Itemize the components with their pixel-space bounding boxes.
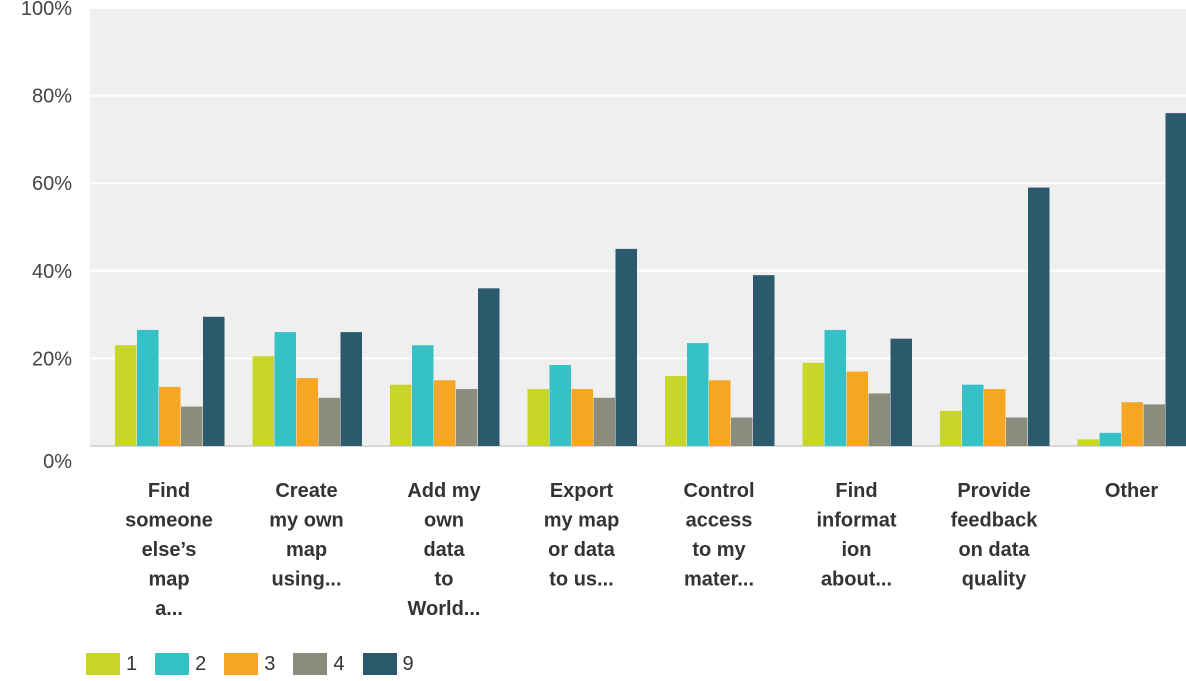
bar-chart: 0% 20% 40% 60% 80% 100% Find someone else’s map a.… xyxy=(21,0,1186,620)
bar-series-4 xyxy=(868,393,890,446)
x-category-label: Control access to my mater... xyxy=(683,480,754,591)
bar-series-1 xyxy=(252,356,274,446)
x-category-label: Export my map or data to us... xyxy=(544,480,620,591)
bar-series-2 xyxy=(412,345,434,446)
bar-series-2 xyxy=(137,329,159,446)
bar-series-2 xyxy=(824,329,846,446)
legend-label: 3 xyxy=(264,652,276,675)
y-tick-label: 20% xyxy=(32,348,72,370)
legend-swatch xyxy=(224,653,259,675)
bar-series-4 xyxy=(456,389,478,446)
y-tick-label: 40% xyxy=(32,261,72,283)
bar-series-2 xyxy=(1099,432,1121,446)
bar-series-1 xyxy=(802,362,824,446)
legend-item-3: 3 xyxy=(224,653,275,676)
y-tick-label: 80% xyxy=(32,86,72,108)
bar-series-2 xyxy=(962,384,984,446)
legend-label: 9 xyxy=(402,652,414,675)
bar-series-4 xyxy=(181,406,203,446)
bar-series-3 xyxy=(434,380,456,446)
x-category-label: Create my own map using... xyxy=(269,480,343,591)
bar-series-3 xyxy=(296,378,318,446)
x-category-label: Provide feedback on data quality xyxy=(951,480,1039,591)
x-category-label: Find someone else’s map a... xyxy=(125,480,213,620)
y-tick-label: 100% xyxy=(21,0,72,20)
y-tick-label: 0% xyxy=(43,451,72,473)
bar-series-9 xyxy=(203,316,225,446)
bar-series-3 xyxy=(159,386,181,446)
legend: 1 2 3 4 9 xyxy=(86,652,432,676)
legend-swatch xyxy=(362,653,397,675)
bar-series-1 xyxy=(527,389,549,446)
bar-series-2 xyxy=(549,364,571,446)
legend-label: 1 xyxy=(126,652,138,675)
x-category-label: Other xyxy=(1105,480,1159,502)
y-tick-label: 60% xyxy=(32,173,72,195)
bar-series-1 xyxy=(1077,439,1099,446)
bar-series-9 xyxy=(890,338,912,446)
legend-label: 4 xyxy=(333,652,345,675)
bar-series-4 xyxy=(593,397,615,446)
bar-series-4 xyxy=(1006,417,1028,446)
bar-series-9 xyxy=(615,248,637,446)
x-category-label: Add my own data to World... xyxy=(407,480,481,620)
bar-series-3 xyxy=(571,389,593,446)
bar-series-3 xyxy=(846,371,868,446)
x-category-label: Find informat ion about... xyxy=(817,480,897,591)
bar-series-1 xyxy=(115,345,137,446)
legend-item-9: 9 xyxy=(362,652,414,676)
legend-item-2: 2 xyxy=(155,653,206,676)
legend-item-1: 1 xyxy=(86,653,137,676)
bar-series-9 xyxy=(340,332,362,446)
legend-swatch xyxy=(155,653,190,675)
bar-series-9 xyxy=(1028,187,1050,446)
bar-series-3 xyxy=(1121,402,1143,446)
bar-series-9 xyxy=(478,288,500,446)
bar-series-1 xyxy=(390,384,412,446)
bar-series-2 xyxy=(687,343,709,446)
legend-item-4: 4 xyxy=(293,652,345,676)
bar-series-9 xyxy=(753,275,775,446)
bar-series-1 xyxy=(665,375,687,446)
bar-series-1 xyxy=(940,410,962,446)
bar-series-3 xyxy=(709,380,731,446)
bar-series-4 xyxy=(318,397,340,446)
bar-series-4 xyxy=(731,417,753,446)
bar-series-3 xyxy=(984,389,1006,446)
legend-swatch xyxy=(86,653,120,675)
bar-series-9 xyxy=(1165,113,1186,447)
legend-swatch xyxy=(293,653,328,675)
bar-series-4 xyxy=(1143,404,1165,446)
legend-label: 2 xyxy=(195,652,207,675)
bar-series-2 xyxy=(274,332,296,446)
